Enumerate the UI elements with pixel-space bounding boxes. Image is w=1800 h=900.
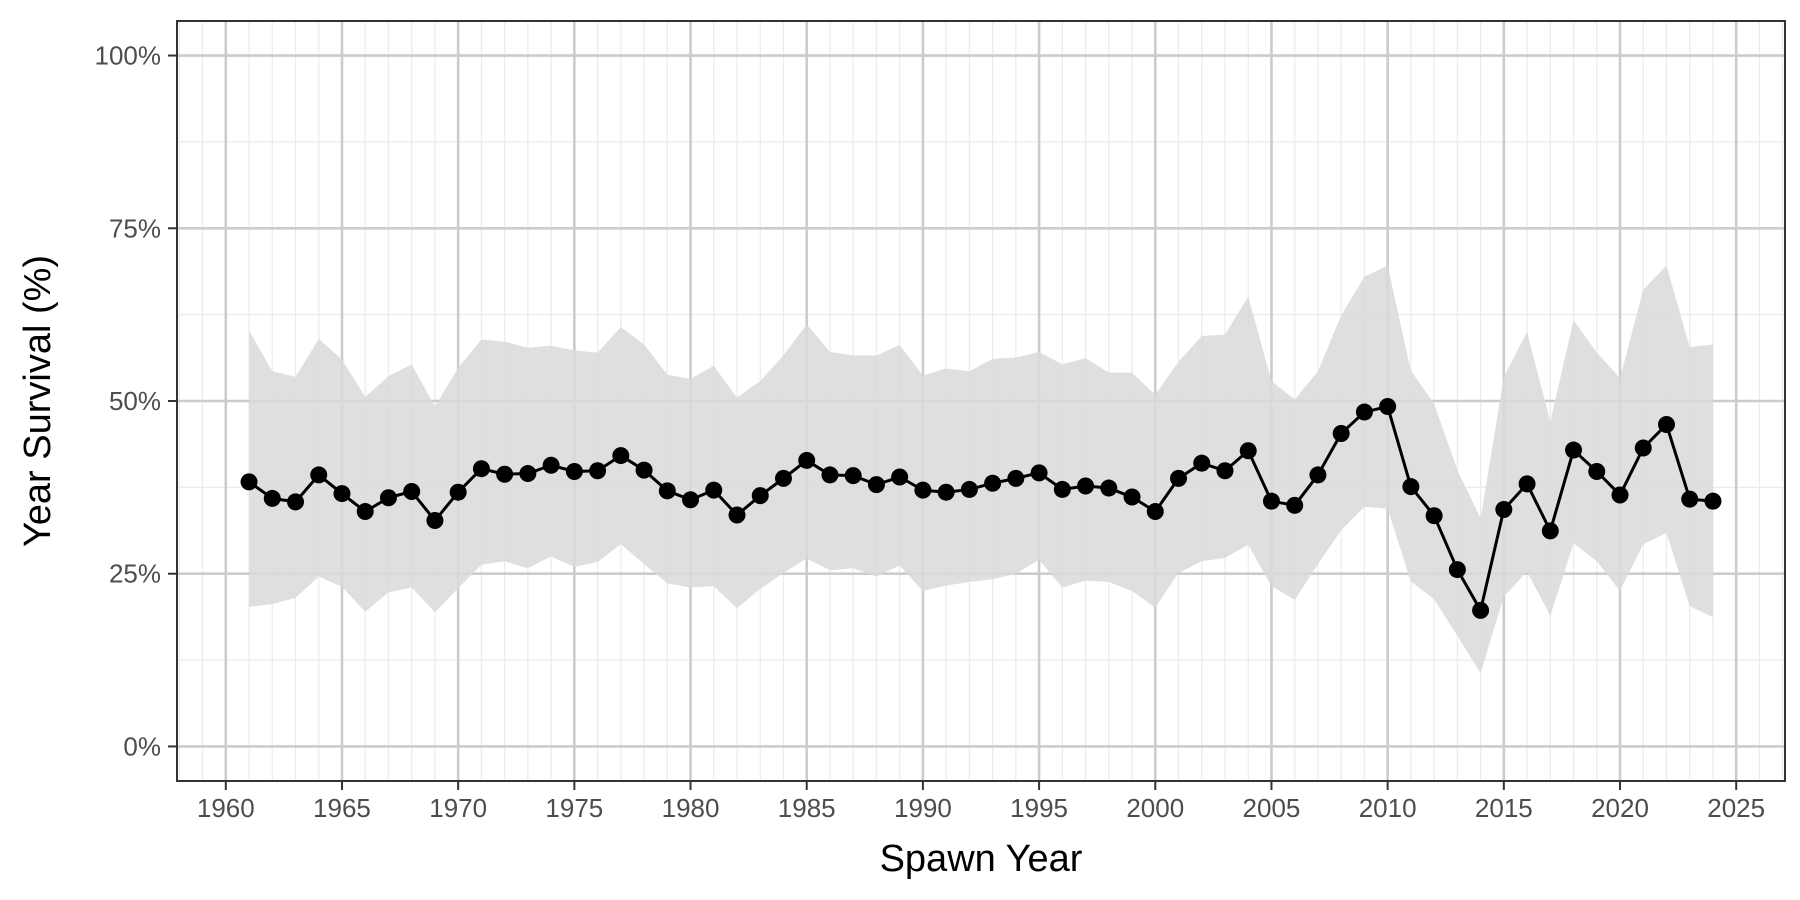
data-point bbox=[1379, 398, 1397, 416]
survival-line-layer bbox=[248, 405, 1714, 612]
data-point bbox=[751, 487, 769, 505]
data-point bbox=[1007, 469, 1025, 487]
data-point bbox=[1262, 492, 1280, 510]
data-point bbox=[519, 465, 537, 483]
data-point bbox=[287, 493, 305, 511]
data-point bbox=[1472, 601, 1490, 619]
y-tick-label: 100% bbox=[95, 41, 162, 71]
y-tick-label: 50% bbox=[109, 386, 161, 416]
y-axis: 0% 25% 50% 75% 100% bbox=[95, 41, 177, 761]
data-point bbox=[1286, 496, 1304, 514]
data-point bbox=[1681, 490, 1699, 508]
data-point bbox=[1123, 488, 1141, 506]
confidence-band bbox=[249, 265, 1713, 674]
data-point bbox=[728, 506, 746, 524]
data-point bbox=[774, 469, 792, 487]
x-tick-label: 1980 bbox=[662, 793, 720, 823]
data-point bbox=[379, 489, 397, 507]
data-point bbox=[1030, 464, 1048, 482]
data-point bbox=[1495, 500, 1513, 518]
data-point bbox=[1193, 454, 1211, 472]
x-tick-label: 2000 bbox=[1126, 793, 1184, 823]
x-tick-label: 1990 bbox=[894, 793, 952, 823]
x-tick-label: 2020 bbox=[1591, 793, 1649, 823]
y-tick-label: 75% bbox=[109, 213, 161, 243]
data-point bbox=[821, 466, 839, 484]
x-tick-label: 2010 bbox=[1359, 793, 1417, 823]
survival-line bbox=[248, 405, 1714, 612]
data-point bbox=[867, 476, 885, 494]
confidence-band-layer bbox=[249, 265, 1713, 674]
x-tick-label: 2005 bbox=[1243, 793, 1301, 823]
x-tick-label: 2015 bbox=[1475, 793, 1533, 823]
data-point bbox=[472, 460, 490, 478]
data-point bbox=[1518, 475, 1536, 493]
data-point bbox=[1657, 415, 1675, 433]
data-point bbox=[1704, 492, 1722, 510]
data-point bbox=[449, 483, 467, 501]
survival-points-layer bbox=[240, 398, 1722, 619]
data-point bbox=[705, 481, 723, 499]
x-tick-label: 1970 bbox=[429, 793, 487, 823]
data-point bbox=[1611, 486, 1629, 504]
y-tick-label: 0% bbox=[123, 731, 161, 761]
x-axis: 1960 1965 1970 1975 1980 1985 1990 1995 2000 2005… bbox=[197, 781, 1765, 823]
data-point bbox=[960, 480, 978, 498]
data-point bbox=[658, 482, 676, 500]
x-tick-label: 2025 bbox=[1707, 793, 1765, 823]
data-point bbox=[1053, 480, 1071, 498]
data-point bbox=[1425, 507, 1443, 525]
y-axis-title: Year Survival (%) bbox=[17, 255, 59, 547]
data-point bbox=[496, 465, 514, 483]
x-tick-label: 1985 bbox=[778, 793, 836, 823]
data-point bbox=[844, 467, 862, 485]
data-point bbox=[1239, 442, 1257, 460]
data-point bbox=[937, 483, 955, 501]
data-point bbox=[426, 512, 444, 530]
data-point bbox=[356, 503, 374, 521]
x-tick-label: 1975 bbox=[545, 793, 603, 823]
data-point bbox=[1077, 477, 1095, 495]
data-point bbox=[542, 456, 560, 474]
data-point bbox=[240, 473, 258, 491]
data-point bbox=[1541, 522, 1559, 540]
data-point bbox=[891, 468, 909, 486]
data-point bbox=[403, 483, 421, 501]
data-point bbox=[1332, 424, 1350, 442]
data-point bbox=[1588, 462, 1606, 480]
data-point bbox=[1216, 462, 1234, 480]
data-point bbox=[1309, 466, 1327, 484]
data-point bbox=[612, 447, 630, 465]
data-point bbox=[682, 491, 700, 509]
x-tick-label: 1960 bbox=[197, 793, 255, 823]
data-point bbox=[310, 466, 328, 484]
y-tick-label: 25% bbox=[109, 559, 161, 589]
x-axis-title: Spawn Year bbox=[880, 838, 1083, 880]
x-tick-label: 1995 bbox=[1010, 793, 1068, 823]
data-point bbox=[333, 485, 351, 503]
data-point bbox=[589, 462, 607, 480]
x-tick-label: 1965 bbox=[313, 793, 371, 823]
data-point bbox=[565, 462, 583, 480]
data-point bbox=[914, 481, 932, 499]
data-point bbox=[1402, 478, 1420, 496]
data-point bbox=[635, 461, 653, 479]
data-point bbox=[263, 489, 281, 507]
data-point bbox=[1565, 441, 1583, 459]
data-point bbox=[1355, 403, 1373, 421]
data-point bbox=[1146, 503, 1164, 521]
data-point bbox=[798, 451, 816, 469]
data-point bbox=[1100, 479, 1118, 497]
data-point bbox=[1634, 439, 1652, 457]
data-point bbox=[1448, 561, 1466, 579]
data-point bbox=[984, 474, 1002, 492]
data-point bbox=[1170, 469, 1188, 487]
